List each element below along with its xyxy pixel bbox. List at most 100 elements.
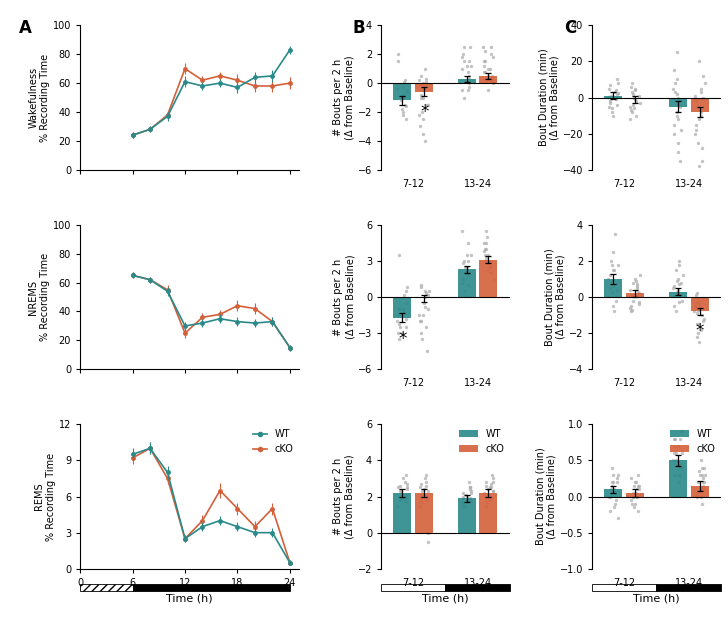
- Point: [415, 283, 427, 293]
- Point: [484, 262, 496, 272]
- Point: [632, 480, 644, 490]
- Point: [695, 107, 707, 117]
- Y-axis label: # Bouts per 2 h
(Δ from Baseline): # Bouts per 2 h (Δ from Baseline): [333, 255, 355, 339]
- Point: [421, 100, 432, 110]
- Point: [480, 238, 492, 248]
- Point: [479, 46, 491, 56]
- Point: [462, 238, 474, 248]
- Point: [625, 102, 636, 112]
- Point: [484, 262, 496, 272]
- Point: [612, 513, 624, 523]
- X-axis label: Time (h): Time (h): [422, 593, 469, 604]
- Text: B: B: [353, 20, 365, 37]
- Point: [604, 492, 615, 502]
- Point: [421, 477, 432, 487]
- Point: [415, 90, 427, 100]
- Point: [396, 328, 408, 338]
- Legend: WT, cKO: WT, cKO: [670, 429, 716, 454]
- Point: [398, 76, 410, 87]
- Point: [464, 495, 476, 505]
- Point: [486, 75, 498, 85]
- Point: [692, 138, 704, 148]
- Point: [693, 161, 705, 171]
- Point: [672, 288, 684, 298]
- Point: [697, 473, 709, 483]
- Point: [610, 85, 622, 95]
- Point: [463, 268, 475, 278]
- Point: [698, 313, 710, 324]
- Point: [464, 488, 476, 498]
- Point: [400, 470, 412, 480]
- Point: [488, 477, 499, 487]
- Point: [464, 71, 475, 81]
- Point: [604, 506, 616, 516]
- Point: [480, 226, 492, 236]
- Point: [456, 488, 468, 498]
- Point: [488, 486, 499, 496]
- Point: [603, 83, 614, 94]
- Point: [416, 107, 428, 117]
- Point: [613, 260, 625, 270]
- Point: [610, 495, 622, 505]
- Point: [420, 74, 432, 84]
- Point: [606, 480, 617, 490]
- Bar: [458, 79, 475, 83]
- Point: [695, 83, 707, 94]
- Point: [693, 114, 705, 125]
- Point: [675, 277, 687, 288]
- Point: [462, 256, 474, 266]
- Point: [674, 434, 686, 444]
- Legend: WT, cKO: WT, cKO: [459, 429, 505, 454]
- Point: [483, 265, 494, 276]
- Y-axis label: Bout Duration (min)
(Δ from Baseline): Bout Duration (min) (Δ from Baseline): [535, 447, 557, 545]
- Bar: [668, 97, 687, 107]
- Point: [630, 477, 642, 487]
- Bar: [690, 297, 708, 312]
- Point: [462, 262, 473, 272]
- Point: [670, 276, 682, 286]
- Text: *: *: [398, 329, 406, 348]
- Point: [607, 281, 619, 291]
- Bar: [415, 297, 433, 298]
- Point: [485, 493, 496, 503]
- Point: [697, 71, 708, 81]
- Point: [419, 298, 430, 308]
- Point: [457, 274, 469, 284]
- Point: [462, 270, 474, 281]
- Bar: [690, 97, 708, 112]
- Bar: [80, 584, 132, 591]
- Point: [697, 480, 709, 490]
- Point: [415, 316, 427, 326]
- Point: [478, 238, 489, 248]
- Y-axis label: NREMS
% Recording Time: NREMS % Recording Time: [28, 253, 50, 341]
- Point: [415, 501, 427, 511]
- Bar: [393, 297, 411, 317]
- Point: [416, 490, 427, 500]
- Point: [668, 283, 679, 293]
- Point: [418, 92, 430, 102]
- Point: [480, 497, 492, 507]
- Point: [610, 94, 622, 104]
- Point: [612, 89, 623, 99]
- Point: [695, 324, 706, 334]
- Point: [392, 49, 404, 59]
- Point: [673, 260, 685, 270]
- Point: [396, 104, 408, 114]
- Point: [487, 52, 499, 62]
- Point: [671, 75, 683, 85]
- Point: [480, 501, 492, 511]
- Point: [691, 319, 703, 329]
- Bar: [626, 293, 644, 297]
- Point: [609, 87, 621, 97]
- Point: [673, 298, 685, 308]
- Point: [415, 497, 427, 507]
- Y-axis label: Bout Duration (min)
(Δ from Baseline): Bout Duration (min) (Δ from Baseline): [538, 49, 560, 147]
- Point: [603, 92, 614, 102]
- Point: [604, 492, 616, 502]
- Point: [480, 477, 491, 487]
- Point: [461, 265, 472, 276]
- Point: [458, 42, 470, 52]
- Point: [465, 486, 477, 496]
- Text: A: A: [19, 20, 32, 37]
- Point: [671, 111, 683, 121]
